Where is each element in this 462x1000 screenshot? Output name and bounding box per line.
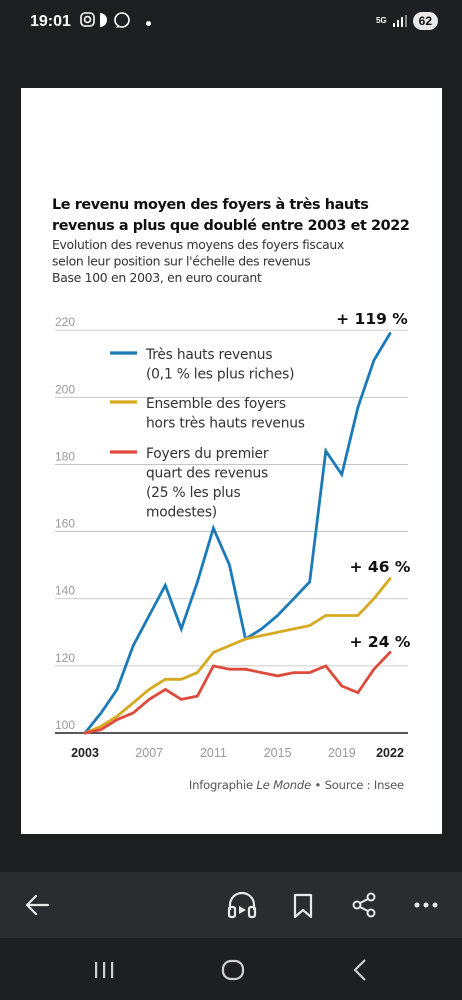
y-tick-label: 180 [55,449,75,463]
x-tick-label: 2019 [328,746,356,760]
x-tick-label: 2022 [376,746,404,760]
legend-label: hors très hauts revenus [146,416,305,432]
series-line-3 [83,651,392,735]
back-arrow-icon[interactable] [24,893,50,917]
bookmark-icon[interactable] [292,893,314,919]
chart-subtitle-line: Base 100 en 2003, en euro courant [52,270,262,285]
status-right: 5G 62 [376,12,438,30]
legend-label: Foyers du premier [146,446,269,462]
y-tick-label: 160 [55,517,75,531]
chart-source: Infographie Le Monde • Source : Insee [189,778,404,792]
legend-label: modestes) [146,505,217,521]
x-tick-label: 2007 [135,746,163,760]
x-tick-label: 2015 [264,746,292,760]
article-action-bar [0,872,462,938]
y-tick-label: 220 [55,315,75,329]
chart-subtitle-line: Evolution des revenus moyens des foyers … [52,237,344,252]
headphones-icon[interactable] [227,891,257,919]
legend-label: quart des revenus [146,466,268,482]
chart-subtitle-line: selon leur position sur l'échelle des re… [52,254,310,269]
source-publisher: Le Monde [256,778,311,792]
x-tick-label: 2003 [71,746,99,760]
back-nav-icon[interactable] [352,958,368,982]
home-icon[interactable] [220,958,246,982]
share-icon[interactable] [351,892,377,918]
y-tick-label: 200 [55,382,75,396]
status-bar: 19:01 5G 62 [0,0,462,48]
network-indicator: 5G [375,16,387,25]
notification-icons [80,11,140,29]
signal-icon [392,15,407,27]
series-line-2 [83,577,392,735]
series-end-label: + 24 % [350,633,411,651]
legend-label: (25 % les plus [146,485,240,501]
series-end-label: + 46 % [350,558,411,576]
y-tick-label: 140 [55,584,75,598]
legend-label: (0,1 % les plus riches) [146,367,294,383]
more-icon[interactable] [414,902,438,908]
y-tick-label: 120 [55,651,75,665]
y-tick-label: 100 [55,718,75,732]
chart-title-line: Le revenu moyen des foyers à très hauts [52,197,368,213]
system-nav-bar [0,938,462,1000]
battery-indicator: 62 [412,12,438,30]
legend-label: Ensemble des foyers [146,396,286,412]
chart-title-line: revenus a plus que doublé entre 2003 et … [52,218,410,234]
series-line-1 [83,332,392,735]
source-prefix: Infographie [189,778,257,792]
recent-apps-icon[interactable] [93,960,115,980]
notification-dot [146,21,151,26]
x-tick-label: 2011 [200,746,227,760]
series-end-label: + 119 % [336,310,408,328]
article-figure [21,88,442,834]
legend-label: Très hauts revenus [145,347,272,363]
status-time: 19:01 [30,13,71,30]
app-notification-icon [80,12,130,28]
source-suffix: • Source : Insee [311,778,404,792]
